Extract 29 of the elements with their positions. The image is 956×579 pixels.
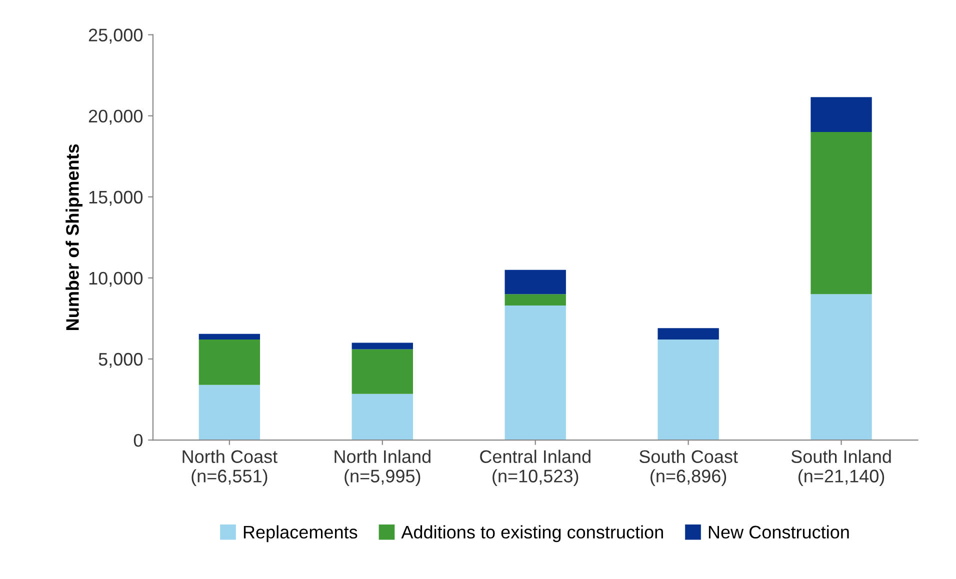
x-tick-label: South Inland (n=21,140) <box>791 450 891 486</box>
legend-label: Additions to existing construction <box>401 525 663 542</box>
legend-label: New Construction <box>708 525 849 539</box>
bar <box>810 97 872 132</box>
bar <box>504 270 566 294</box>
bar <box>810 294 872 440</box>
bar <box>352 394 413 440</box>
bar <box>504 294 566 306</box>
bar <box>198 340 260 385</box>
y-axis-title: Number of Shipments <box>66 144 82 330</box>
bar <box>658 340 719 440</box>
bar <box>810 132 872 294</box>
legend-label: Replacements <box>244 525 358 542</box>
y-tick-label: 0 <box>134 434 143 447</box>
bar <box>658 328 719 340</box>
x-tick-label: North Inland (n=5,995) <box>334 450 430 486</box>
bar <box>198 334 260 340</box>
x-tick-label: Central Inland (n=10,523) <box>480 450 590 486</box>
bar <box>198 384 260 440</box>
y-tick-label: 10,000 <box>89 272 143 287</box>
bar <box>352 349 413 394</box>
bar <box>352 342 413 350</box>
y-tick-label: 15,000 <box>89 190 143 206</box>
x-tick-label: North Coast (n=6,551) <box>182 450 278 486</box>
y-tick-label: 20,000 <box>88 110 143 125</box>
y-tick-label: 25,000 <box>88 28 143 44</box>
x-tick-label: South Coast (n=6,896) <box>639 450 738 486</box>
bar <box>504 305 566 440</box>
y-tick-label: 5,000 <box>98 352 143 368</box>
